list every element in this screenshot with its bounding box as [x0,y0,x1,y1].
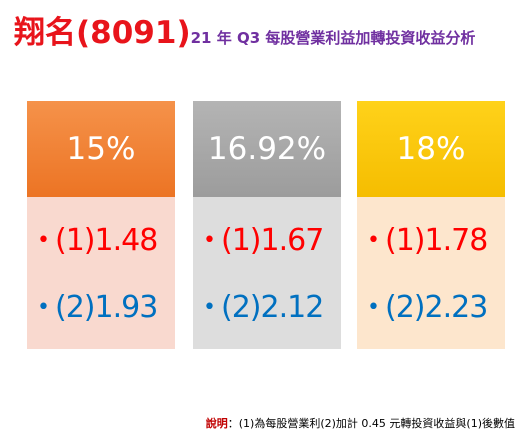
card-line-2: • (2)1.93 [37,290,158,325]
scenario-card-16-92: 16.92% • (1)1.67 • (2)2.12 [193,101,341,349]
card-body [193,197,341,349]
scenario-card-15: 15% • (1)1.48 • (2)1.93 [27,101,175,349]
bullet-icon: • [37,228,50,253]
card-body [357,197,505,349]
card-line-2: • (2)2.12 [203,290,324,325]
scenario-card-18: 18% • (1)1.78 • (2)2.23 [357,101,505,349]
card-line-1: • (1)1.48 [37,223,158,258]
bullet-icon: • [203,295,216,320]
footnote-label: 說明 [205,417,228,430]
card-line-2: • (2)2.23 [367,290,488,325]
card-value-1: (1)1.67 [220,223,324,258]
footnote: 說明：(1)為每股營業利(2)加計 0.45 元轉投資收益與(1)後數值 [206,415,515,431]
card-rate: 18% [357,101,505,197]
footnote-text: ：(1)為每股營業利(2)加計 0.45 元轉投資收益與(1)後數值 [227,417,515,430]
card-rate: 15% [27,101,175,197]
page-subtitle: 21 年 Q3 每股營業利益加轉投資收益分析 [190,29,476,47]
card-value-1: (1)1.78 [384,223,488,258]
bullet-icon: • [37,295,50,320]
company-name: 翔名(8091) [14,15,191,51]
card-value-1: (1)1.48 [54,223,158,258]
card-line-1: • (1)1.78 [367,223,488,258]
page-title: 翔名(8091)21 年 Q3 每股營業利益加轉投資收益分析 [14,18,475,49]
card-value-2: (2)2.23 [384,290,488,325]
card-value-2: (2)1.93 [54,290,158,325]
card-rate: 16.92% [193,101,341,197]
bullet-icon: • [367,228,380,253]
card-body [27,197,175,349]
card-line-1: • (1)1.67 [203,223,324,258]
bullet-icon: • [203,228,216,253]
bullet-icon: • [367,295,380,320]
card-value-2: (2)2.12 [220,290,324,325]
